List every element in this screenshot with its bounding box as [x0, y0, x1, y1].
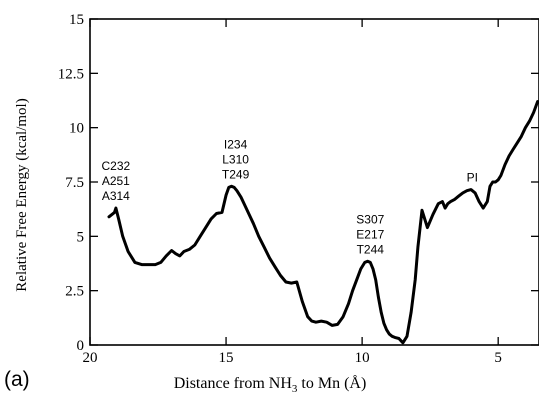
y-tick-label: 7.5 — [65, 175, 84, 191]
x-tick-label: 10 — [355, 350, 370, 366]
free-energy-curve — [107, 100, 539, 345]
y-tick-label: 2.5 — [65, 284, 84, 300]
y-tick-label: 12.5 — [58, 66, 84, 82]
annotation-line: T249 — [222, 167, 250, 181]
annotation-line: S307 — [356, 212, 384, 226]
annotation-line: T244 — [357, 242, 385, 256]
annotation-line: C232 — [102, 159, 131, 173]
plot-frame — [89, 18, 539, 346]
annotation-line: L310 — [222, 152, 249, 166]
x-tick-label: 5 — [494, 350, 502, 366]
x-tick-label: 15 — [219, 350, 234, 366]
y-axis-label: Relative Free Energy (kcal/mol) — [14, 98, 30, 291]
annotation: PI — [467, 171, 478, 185]
annotation-line: I234 — [224, 137, 248, 151]
annotation-line: E217 — [356, 227, 384, 241]
y-tick-label: 0 — [77, 338, 85, 354]
y-tick-label: 5 — [77, 229, 85, 245]
y-tick-label: 10 — [69, 121, 84, 137]
x-axis-ticks: 20 15 10 5 — [83, 19, 502, 366]
panel-label: (a) — [4, 368, 30, 391]
annotation-line: A314 — [102, 189, 130, 203]
annotation-line: PI — [467, 171, 478, 185]
y-tick-label: 15 — [69, 12, 84, 28]
annotation-line: A251 — [102, 174, 130, 188]
x-axis-label: Distance from NH3 to Mn (Å) — [174, 374, 367, 393]
x-tick-label: 20 — [83, 350, 98, 366]
